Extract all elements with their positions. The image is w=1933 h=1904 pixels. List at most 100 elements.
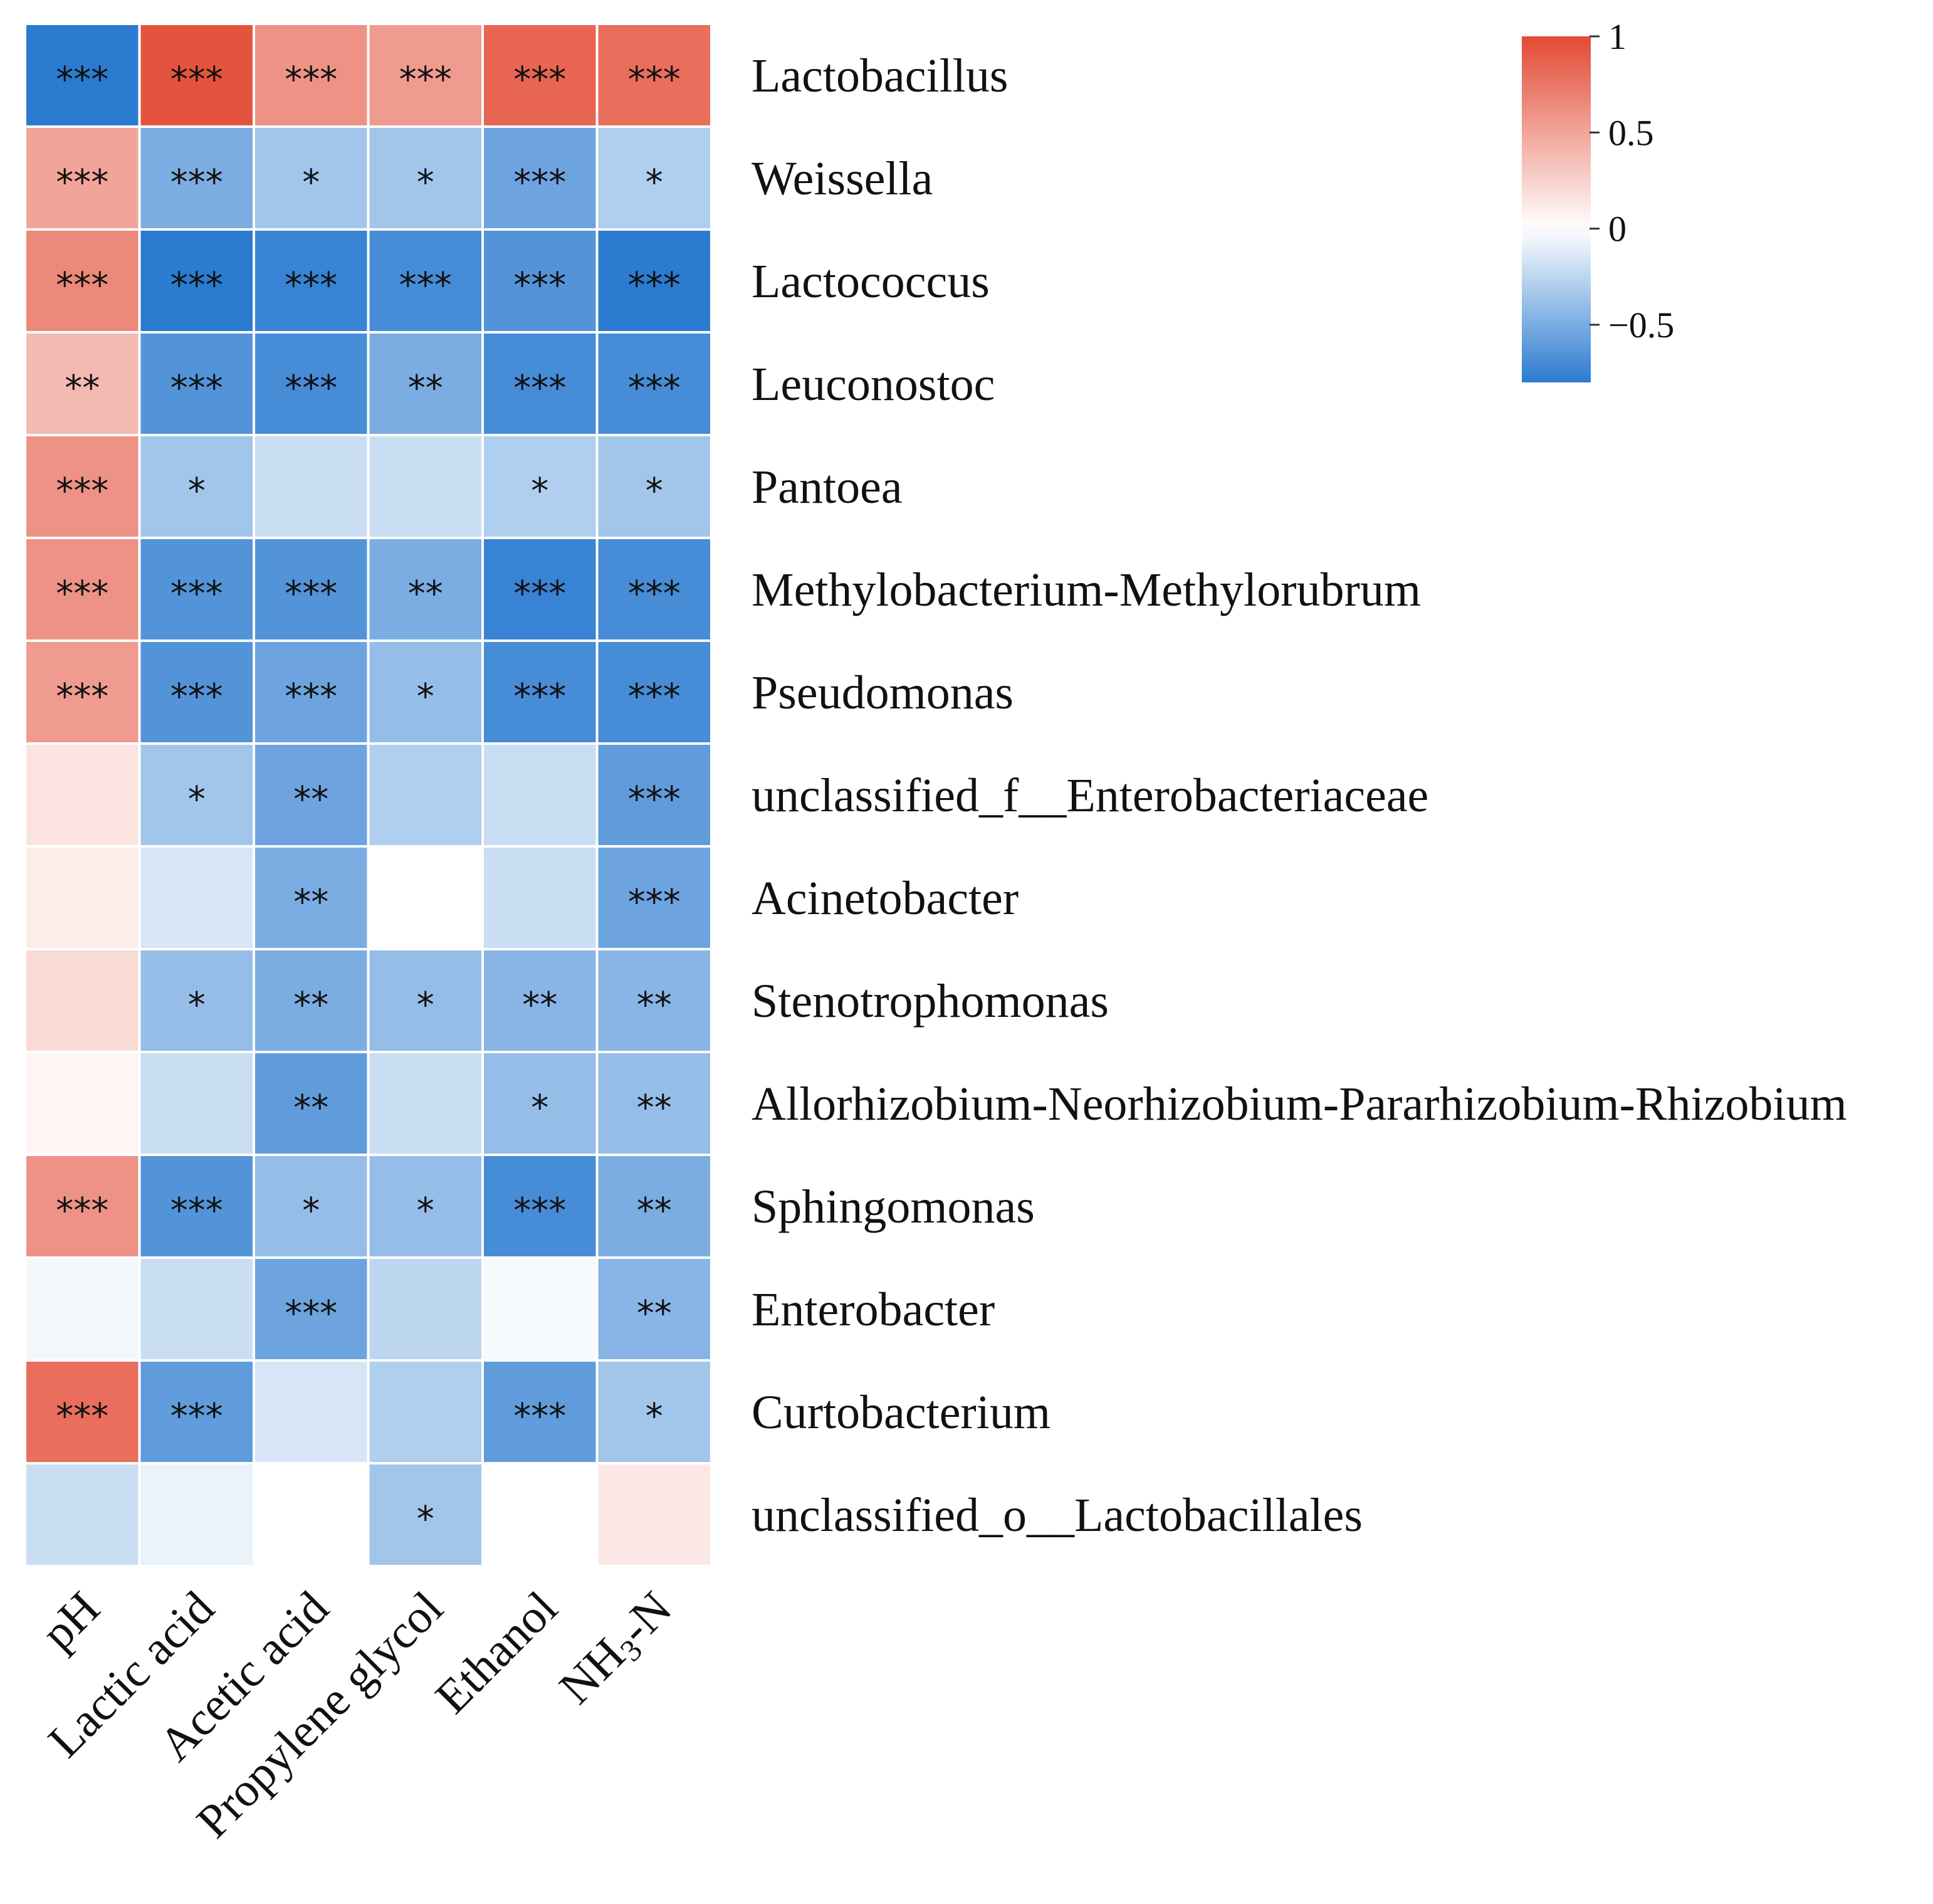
- row-label: Stenotrophomonas: [752, 975, 1109, 1028]
- significance-mark: **: [637, 1088, 672, 1128]
- heatmap-cell: [26, 128, 139, 228]
- heatmap-cell: [255, 745, 367, 845]
- row-label: Curtobacterium: [752, 1386, 1050, 1439]
- heatmap-cell: [484, 436, 596, 537]
- heatmap-cell: [255, 848, 367, 948]
- significance-mark: **: [293, 985, 328, 1026]
- significance-mark: ***: [513, 574, 566, 614]
- significance-mark: **: [637, 1293, 672, 1334]
- heatmap-cell: [255, 1259, 367, 1359]
- significance-marks: *** *** *** *** *** ****** *** * * *** **** *** *** *…: [56, 60, 681, 1540]
- heatmap-cell: [598, 1259, 710, 1359]
- heatmap-cell: [255, 1053, 367, 1154]
- significance-mark: ***: [170, 368, 223, 409]
- significance-mark: *: [531, 471, 548, 512]
- row-label: Enterobacter: [752, 1283, 995, 1336]
- significance-mark: ***: [628, 779, 681, 820]
- heatmap-cell: [140, 1362, 253, 1462]
- significance-mark: ***: [56, 265, 108, 306]
- significance-mark: *: [188, 779, 206, 820]
- heatmap-cell: [26, 642, 139, 742]
- heatmap-cell: [26, 745, 139, 845]
- significance-mark: *: [417, 1191, 434, 1231]
- row-label: Acinetobacter: [752, 872, 1019, 925]
- significance-mark: **: [637, 1191, 672, 1231]
- row-label: Pseudomonas: [752, 666, 1014, 719]
- heatmap-cell: [255, 334, 367, 434]
- significance-mark: ***: [56, 1396, 108, 1437]
- heatmap-cell: [369, 1362, 481, 1462]
- heatmap-cell: [484, 1259, 596, 1359]
- heatmap-cell: [255, 1156, 367, 1256]
- heatmap-cell: [598, 1156, 710, 1256]
- heatmap-cell: [26, 1259, 139, 1359]
- heatmap-cell: [598, 1362, 710, 1462]
- heatmap-cell: [255, 642, 367, 742]
- significance-mark: ***: [513, 676, 566, 717]
- row-label: Leuconostoc: [752, 358, 995, 411]
- heatmap-cell: [369, 539, 481, 639]
- significance-mark: **: [293, 1088, 328, 1128]
- heatmap-cell: [140, 539, 253, 639]
- heatmap-cell: [26, 950, 139, 1051]
- column-label: Ethanol: [426, 1582, 568, 1724]
- heatmap-cell: [598, 436, 710, 537]
- significance-mark: *: [646, 471, 663, 512]
- heatmap-cell: [140, 1465, 253, 1565]
- heatmap-cell: [140, 334, 253, 434]
- row-label: Lactobacillus: [752, 50, 1008, 102]
- colorbar-tick-label: 1: [1608, 16, 1627, 57]
- heatmap-cell: [369, 128, 481, 228]
- colorbar-tick-label: −0.5: [1608, 305, 1674, 345]
- heatmap-cell: [484, 642, 596, 742]
- heatmap-cell: [484, 745, 596, 845]
- heatmap-cell: [598, 128, 710, 228]
- heatmap-cell: [26, 436, 139, 537]
- heatmap-cell: [140, 436, 253, 537]
- heatmap-cell: [598, 745, 710, 845]
- heatmap-cell: [26, 334, 139, 434]
- significance-mark: *: [417, 985, 434, 1026]
- significance-mark: ***: [285, 265, 337, 306]
- significance-mark: ***: [56, 574, 108, 614]
- significance-mark: ***: [513, 368, 566, 409]
- heatmap-cell: [598, 1465, 710, 1565]
- significance-mark: *: [417, 1499, 434, 1540]
- heatmap-cell: [598, 642, 710, 742]
- heatmap-cell: [140, 745, 253, 845]
- significance-mark: ***: [56, 471, 108, 512]
- heatmap-cell: [484, 1053, 596, 1154]
- heatmap-cell: [484, 1156, 596, 1256]
- heatmap-cell: [484, 231, 596, 331]
- heatmap-cell: [369, 231, 481, 331]
- heatmap-cell: [140, 1156, 253, 1256]
- heatmap-cell: [140, 128, 253, 228]
- heatmap-cell: [140, 950, 253, 1051]
- heatmap-cell: [369, 950, 481, 1051]
- significance-mark: ***: [170, 574, 223, 614]
- significance-mark: ***: [628, 368, 681, 409]
- heatmap-cell: [598, 25, 710, 125]
- significance-mark: *: [188, 471, 206, 512]
- heatmap-cell: [369, 334, 481, 434]
- heatmap-cell: [484, 1465, 596, 1565]
- heatmap-cell: [484, 848, 596, 948]
- significance-mark: ***: [56, 676, 108, 717]
- heatmap-cell: [255, 539, 367, 639]
- heatmap-cell: [26, 539, 139, 639]
- significance-mark: **: [408, 368, 443, 409]
- row-label: Weissella: [752, 152, 933, 205]
- significance-mark: *: [531, 1088, 548, 1128]
- colorbar-tick-label: 0: [1608, 209, 1627, 250]
- significance-mark: ***: [56, 162, 108, 203]
- significance-mark: ***: [513, 162, 566, 203]
- significance-mark: *: [646, 1396, 663, 1437]
- colorbar: 1 0.5 0 −0.5: [1522, 16, 1674, 382]
- heatmap-cell: [484, 539, 596, 639]
- heatmap-cell: [598, 848, 710, 948]
- significance-mark: ***: [285, 60, 337, 100]
- significance-mark: ***: [285, 676, 337, 717]
- column-label: NH3-N: [549, 1582, 684, 1717]
